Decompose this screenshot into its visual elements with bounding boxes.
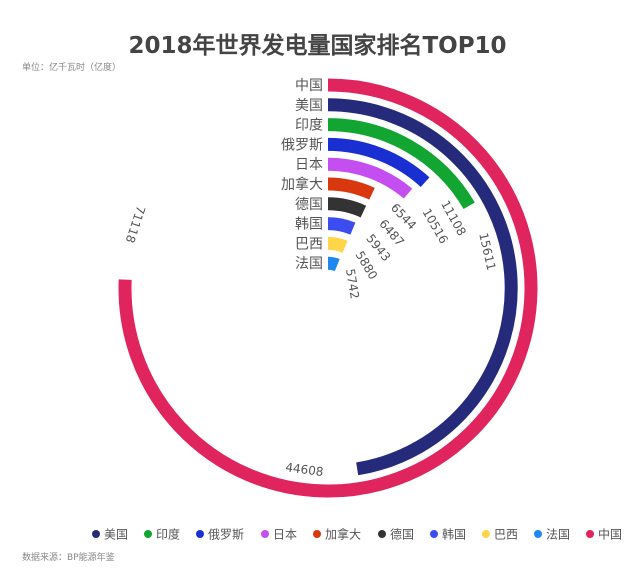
category-label: 法国 [295,256,323,272]
category-label: 印度 [295,118,323,134]
legend-item: 加拿大 [325,527,361,542]
bar-印度 [327,118,475,210]
category-label: 日本 [295,157,323,173]
value-label: 15611 [476,231,498,271]
unit-label: 单位：亿千瓦时（亿度） [22,63,122,73]
value-label: 44608 [285,460,325,479]
value-label: 5742 [343,268,362,300]
legend-item: 印度 [156,527,180,542]
bar-法国 [327,256,340,272]
legend-marker [144,530,152,538]
bar-韩国 [327,217,356,235]
category-label: 韩国 [295,217,323,233]
category-label: 美国 [295,98,323,114]
bar-俄罗斯 [327,137,430,188]
legend-item: 日本 [273,528,297,542]
legend-marker [534,530,542,538]
legend-item: 法国 [546,528,570,542]
legend-item: 德国 [390,527,414,542]
legend-marker [482,530,490,538]
source-label: 数据来源：BP能源年鉴 [22,553,115,563]
bar-巴西 [327,236,348,253]
chart-title: 2018年世界发电量国家排名TOP10 [128,33,507,59]
bar-中国 [118,78,538,498]
legend-marker [92,530,100,538]
legend-marker [586,530,594,538]
bar-德国 [327,197,367,218]
category-label: 中国 [295,78,323,94]
value-label: 71118 [123,204,148,245]
legend-item: 韩国 [442,527,466,542]
category-label: 巴西 [295,236,323,252]
legend-marker [313,530,321,538]
legend-marker [378,530,386,538]
legend-item: 中国 [598,527,622,542]
category-label: 加拿大 [281,176,323,193]
category-label: 德国 [295,197,323,213]
bar-加拿大 [327,177,375,200]
legend-item: 巴西 [494,528,518,542]
category-label: 俄罗斯 [281,137,323,153]
legend-marker [261,530,269,538]
bar-美国 [327,98,518,476]
legend-marker [430,530,438,538]
legend-marker [196,530,204,538]
legend-item: 俄罗斯 [208,528,244,542]
legend-item: 美国 [104,528,128,542]
bar-日本 [327,157,413,199]
